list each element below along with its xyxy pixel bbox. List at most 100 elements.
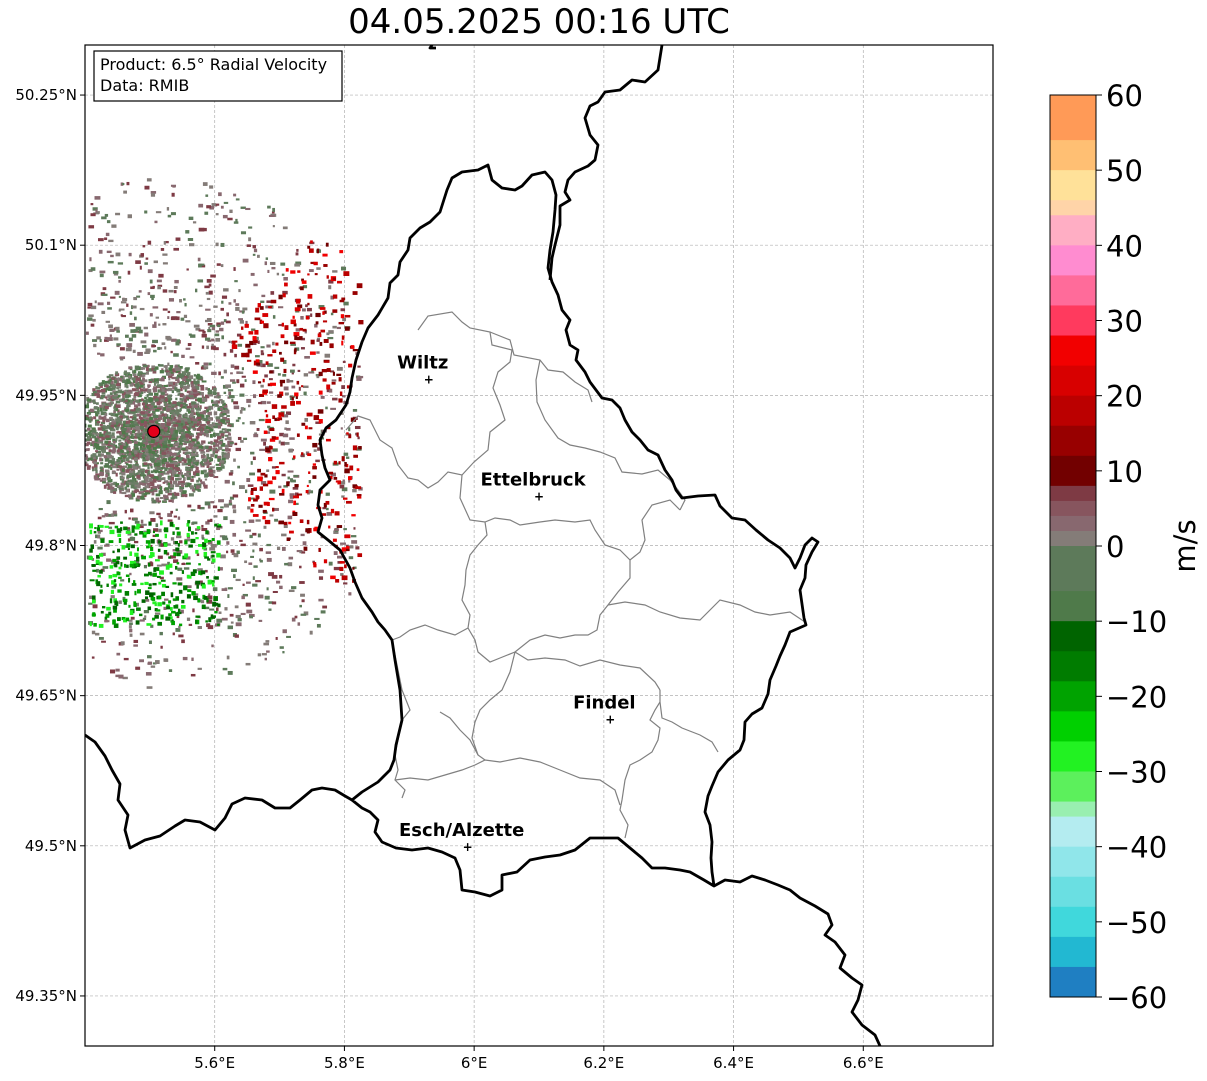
echo-gate bbox=[200, 470, 205, 475]
echo-gate bbox=[122, 596, 126, 601]
echo-gate bbox=[99, 407, 103, 412]
colorbar-swatch bbox=[1050, 681, 1096, 712]
echo-gate bbox=[214, 523, 218, 527]
echo-gate bbox=[115, 212, 121, 216]
echo-gate bbox=[121, 391, 126, 396]
echo-gate bbox=[208, 283, 212, 287]
echo-gate bbox=[273, 507, 279, 511]
echo-gate bbox=[295, 261, 302, 265]
echo-gate bbox=[122, 676, 128, 680]
echo-gate bbox=[141, 599, 146, 603]
echo-gate bbox=[269, 370, 273, 374]
echo-gate bbox=[301, 599, 305, 603]
echo-gate bbox=[338, 398, 343, 403]
echo-gate bbox=[268, 378, 273, 381]
echo-gate bbox=[152, 388, 158, 393]
canton-borders bbox=[345, 311, 806, 839]
echo-gate bbox=[173, 382, 178, 386]
echo-gate bbox=[183, 298, 186, 301]
echo-gate bbox=[149, 463, 153, 467]
echo-gate bbox=[350, 535, 357, 538]
echo-gate bbox=[248, 331, 254, 335]
echo-gate bbox=[223, 455, 229, 460]
echo-gate bbox=[94, 300, 97, 304]
echo-gate bbox=[118, 442, 122, 446]
echo-gate bbox=[300, 613, 307, 616]
echo-gate bbox=[165, 543, 171, 546]
echo-gate bbox=[185, 451, 189, 455]
echo-gate bbox=[103, 403, 106, 406]
echo-gate bbox=[167, 561, 170, 566]
echo-gate bbox=[353, 527, 356, 530]
echo-gate bbox=[241, 352, 247, 358]
echo-gate bbox=[246, 398, 252, 403]
echo-gate bbox=[115, 408, 119, 412]
echo-gate bbox=[177, 472, 181, 475]
echo-gate bbox=[96, 527, 100, 531]
echo-gate bbox=[133, 392, 139, 397]
echo-gate bbox=[176, 388, 181, 393]
echo-gate bbox=[243, 437, 248, 441]
echo-gate bbox=[144, 185, 150, 190]
echo-gate bbox=[339, 299, 345, 303]
echo-gate bbox=[146, 445, 152, 449]
echo-gate bbox=[125, 407, 130, 410]
echo-gate bbox=[224, 447, 229, 452]
echo-gate bbox=[175, 456, 180, 460]
echo-gate bbox=[324, 353, 331, 358]
echo-gate bbox=[132, 464, 137, 468]
echo-gate bbox=[130, 616, 135, 620]
echo-gate bbox=[199, 264, 206, 268]
echo-gate bbox=[188, 443, 191, 446]
colorbar-tick-label: 40 bbox=[1106, 229, 1143, 263]
echo-gate bbox=[152, 499, 157, 504]
echo-gate bbox=[226, 312, 229, 317]
echo-gate bbox=[283, 485, 288, 488]
echo-gate bbox=[220, 433, 225, 437]
echo-gate bbox=[227, 389, 234, 392]
echo-gate bbox=[154, 459, 157, 463]
echo-gate bbox=[142, 374, 146, 377]
echo-gate bbox=[220, 506, 224, 509]
echo-gate bbox=[117, 457, 123, 460]
echo-gate bbox=[132, 305, 137, 309]
echo-gate bbox=[312, 466, 317, 470]
echo-gate bbox=[127, 474, 131, 479]
echo-gate bbox=[145, 491, 151, 495]
echo-gate bbox=[300, 337, 306, 341]
echo-gate bbox=[160, 466, 164, 470]
echo-gate bbox=[197, 383, 200, 387]
echo-gate bbox=[198, 329, 205, 332]
echo-gate bbox=[182, 490, 187, 493]
echo-gate bbox=[160, 459, 164, 463]
echo-gate bbox=[171, 619, 174, 622]
echo-gate bbox=[146, 482, 152, 486]
echo-gate bbox=[159, 497, 164, 500]
echo-gate bbox=[85, 331, 89, 335]
echo-gate bbox=[193, 404, 199, 408]
echo-gate bbox=[226, 420, 230, 423]
echo-gate bbox=[218, 468, 221, 472]
echo-gate bbox=[293, 500, 297, 506]
echo-gate bbox=[180, 435, 183, 440]
echo-gate bbox=[199, 424, 205, 427]
echo-gate bbox=[132, 380, 138, 384]
echo-gate bbox=[207, 540, 213, 545]
echo-gate bbox=[127, 434, 131, 438]
echo-gate bbox=[156, 279, 162, 283]
echo-gate bbox=[128, 625, 132, 629]
radar-echoes bbox=[85, 178, 364, 689]
echo-gate bbox=[186, 477, 191, 481]
echo-gate bbox=[183, 442, 187, 446]
echo-gate bbox=[227, 217, 233, 221]
echo-gate bbox=[237, 343, 243, 347]
echo-gate bbox=[247, 484, 254, 487]
echo-gate bbox=[145, 402, 149, 406]
echo-gate bbox=[176, 552, 181, 557]
echo-gate bbox=[170, 510, 174, 514]
echo-gate bbox=[165, 427, 168, 431]
echo-gate bbox=[127, 464, 132, 468]
echo-gate bbox=[152, 445, 156, 449]
echo-gate bbox=[331, 381, 336, 385]
echo-gate bbox=[253, 487, 257, 490]
